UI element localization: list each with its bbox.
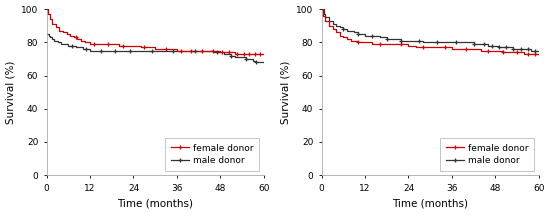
Y-axis label: Survival (%): Survival (%) bbox=[6, 60, 15, 124]
X-axis label: Time (months): Time (months) bbox=[117, 198, 193, 208]
Legend: female donor, male donor: female donor, male donor bbox=[166, 138, 259, 171]
X-axis label: Time (months): Time (months) bbox=[392, 198, 468, 208]
Y-axis label: Survival (%): Survival (%) bbox=[280, 60, 290, 124]
Legend: female donor, male donor: female donor, male donor bbox=[441, 138, 534, 171]
